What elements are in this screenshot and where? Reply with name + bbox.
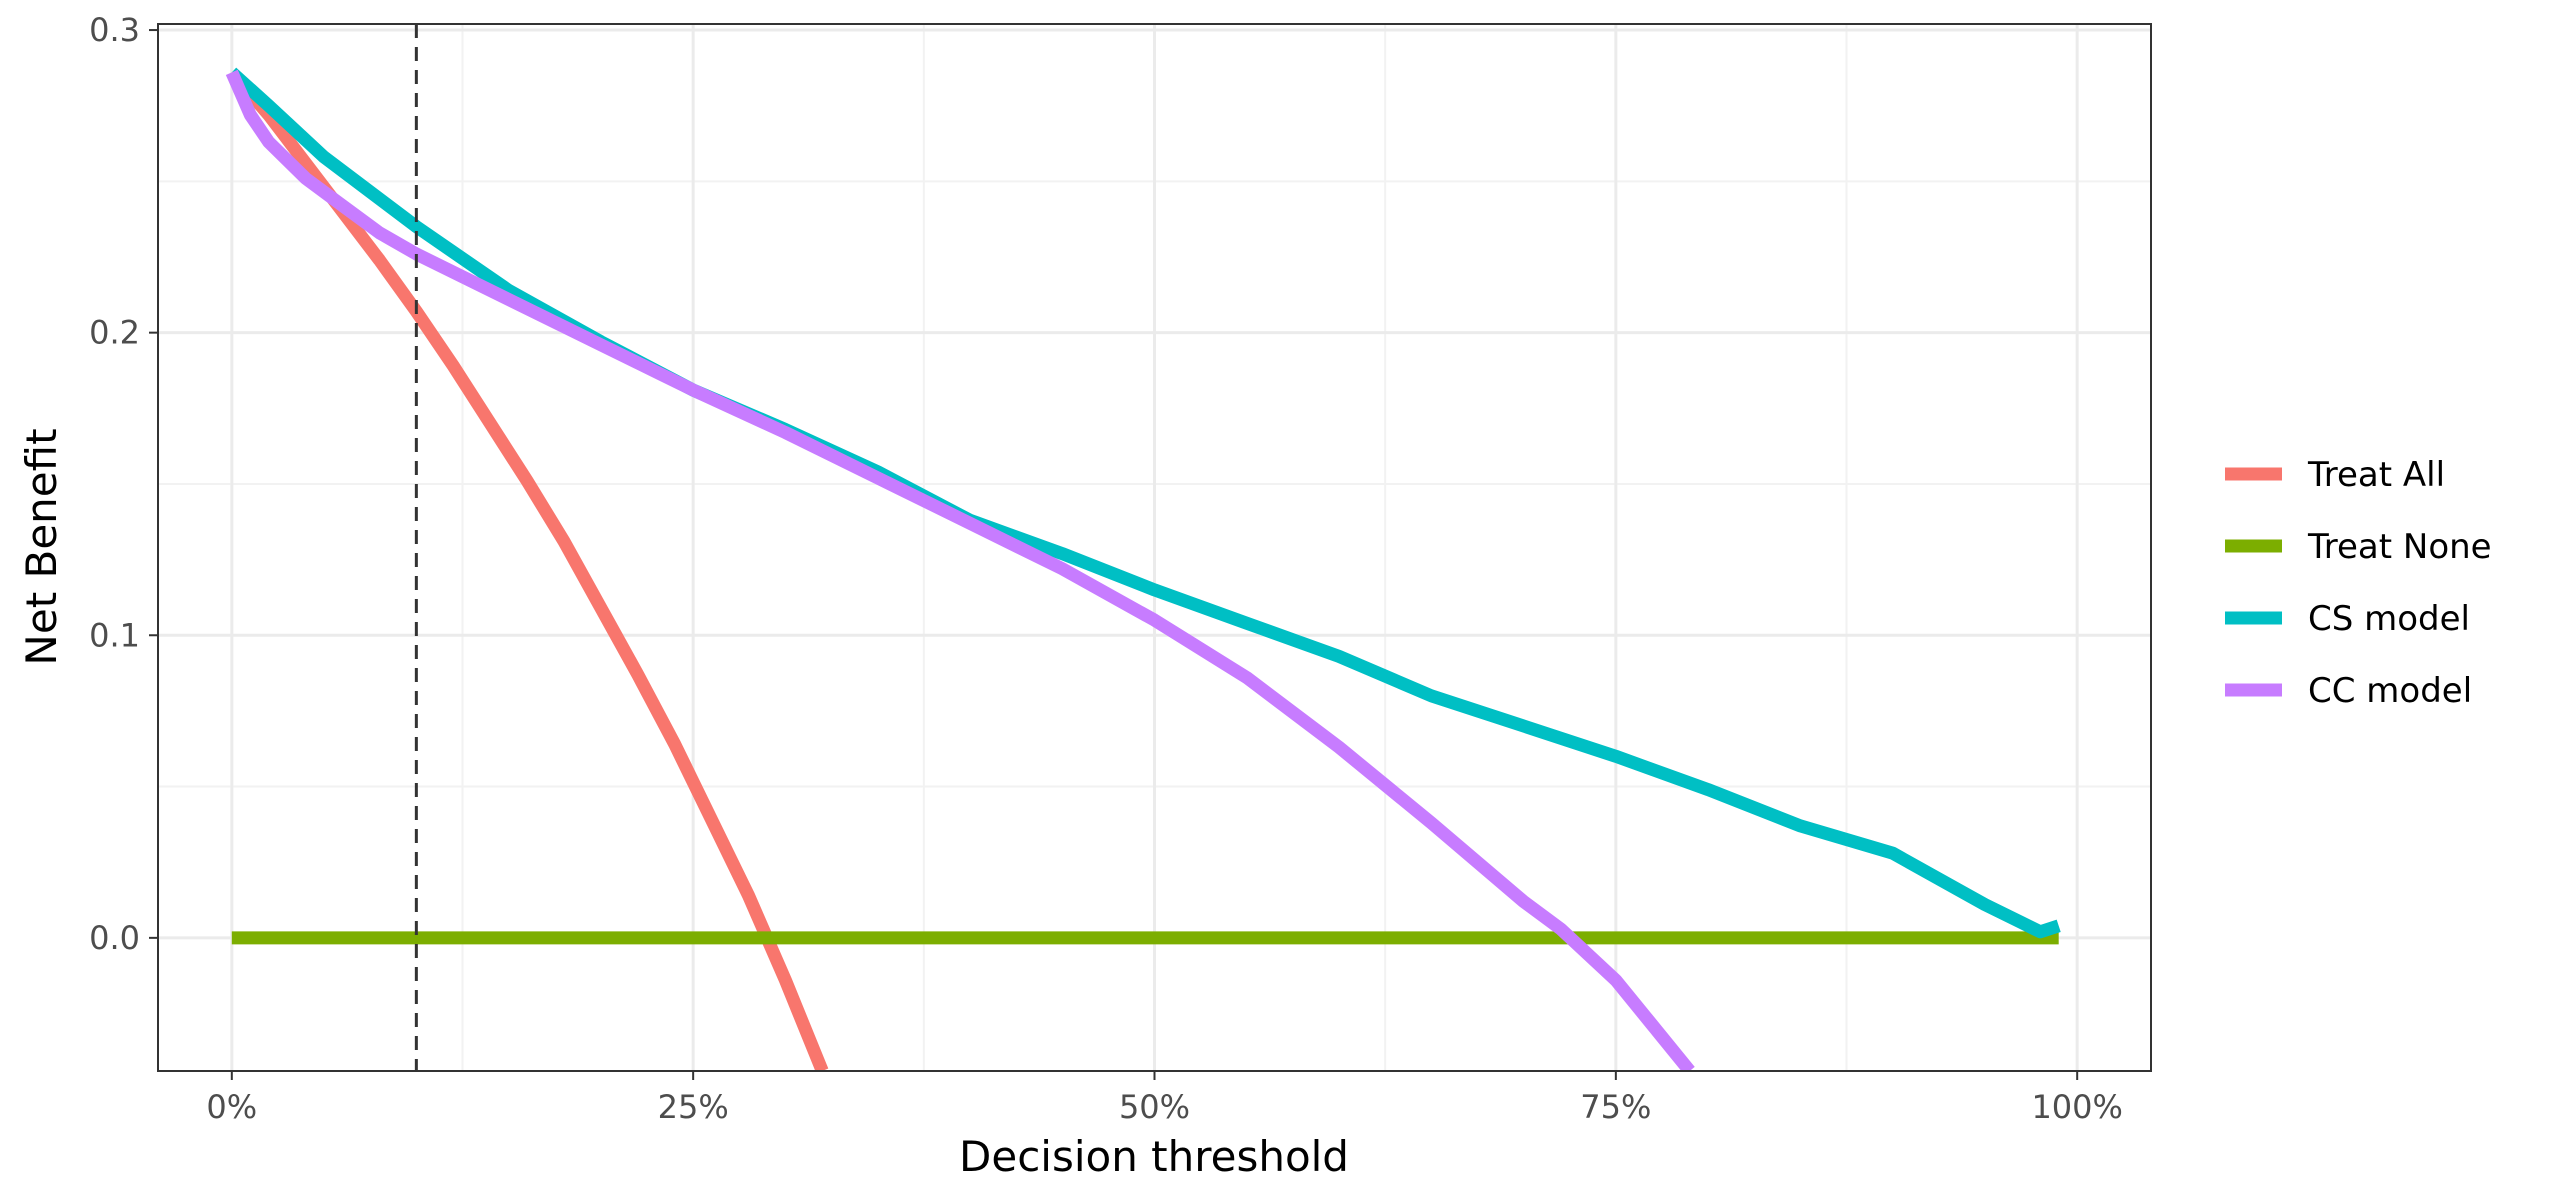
legend-label-treat-all: Treat All <box>2307 455 2445 495</box>
x-tick-label: 50% <box>1119 1088 1190 1126</box>
x-tick-label: 75% <box>1580 1088 1651 1126</box>
legend-label-cs-model: CS model <box>2308 599 2470 639</box>
axes: 0% 25% 50% 75% 100% 0.0 0.1 0.2 0.3 <box>89 11 2123 1126</box>
x-axis-title: Decision threshold <box>959 1132 1349 1181</box>
series-lines <box>225 67 2061 1071</box>
y-axis-title: Net Benefit <box>17 428 66 665</box>
legend-label-treat-none: Treat None <box>2307 527 2492 567</box>
y-tick-label: 0.0 <box>89 919 140 957</box>
grid-lines <box>158 24 2151 1071</box>
y-tick-label: 0.3 <box>89 11 140 49</box>
series-line-cs-model <box>227 67 2061 939</box>
x-tick-label: 100% <box>2031 1088 2122 1126</box>
series-line-cc-model <box>225 69 1695 1071</box>
x-tick-label: 0% <box>206 1088 257 1126</box>
y-tick-label: 0.2 <box>89 314 140 352</box>
y-tick-label: 0.1 <box>89 616 140 654</box>
x-tick-label: 25% <box>658 1088 729 1126</box>
legend-label-cc-model: CC model <box>2308 671 2472 711</box>
legend: Treat All Treat None CS model CC model <box>2225 455 2492 711</box>
